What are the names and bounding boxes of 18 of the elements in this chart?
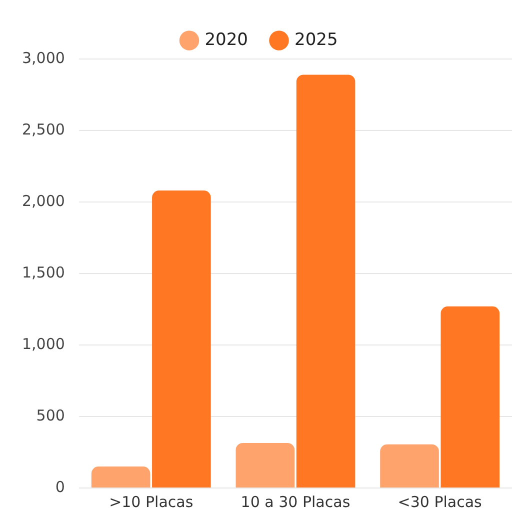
y-tick-label: 500: [36, 406, 65, 424]
y-tick-label: 1,500: [22, 263, 65, 282]
legend-label: 2020: [204, 30, 248, 50]
bar: [296, 74, 356, 488]
x-tick-label: <30 Placas: [398, 492, 482, 511]
bar: [380, 444, 439, 488]
bar: [236, 442, 295, 488]
y-tick-label: 2,000: [22, 192, 65, 210]
y-tick-label: 0: [55, 478, 65, 496]
bar: [152, 190, 211, 488]
x-tick-label: >10 Placas: [109, 492, 194, 511]
y-tick-label: 1,000: [22, 334, 65, 353]
legend-label: 2025: [294, 30, 338, 50]
bar: [91, 466, 150, 488]
bar: [440, 306, 500, 488]
y-tick-label: 3,000: [22, 48, 65, 67]
x-tick-label: 10 a 30 Placas: [240, 492, 350, 511]
y-tick-label: 2,500: [22, 120, 65, 138]
